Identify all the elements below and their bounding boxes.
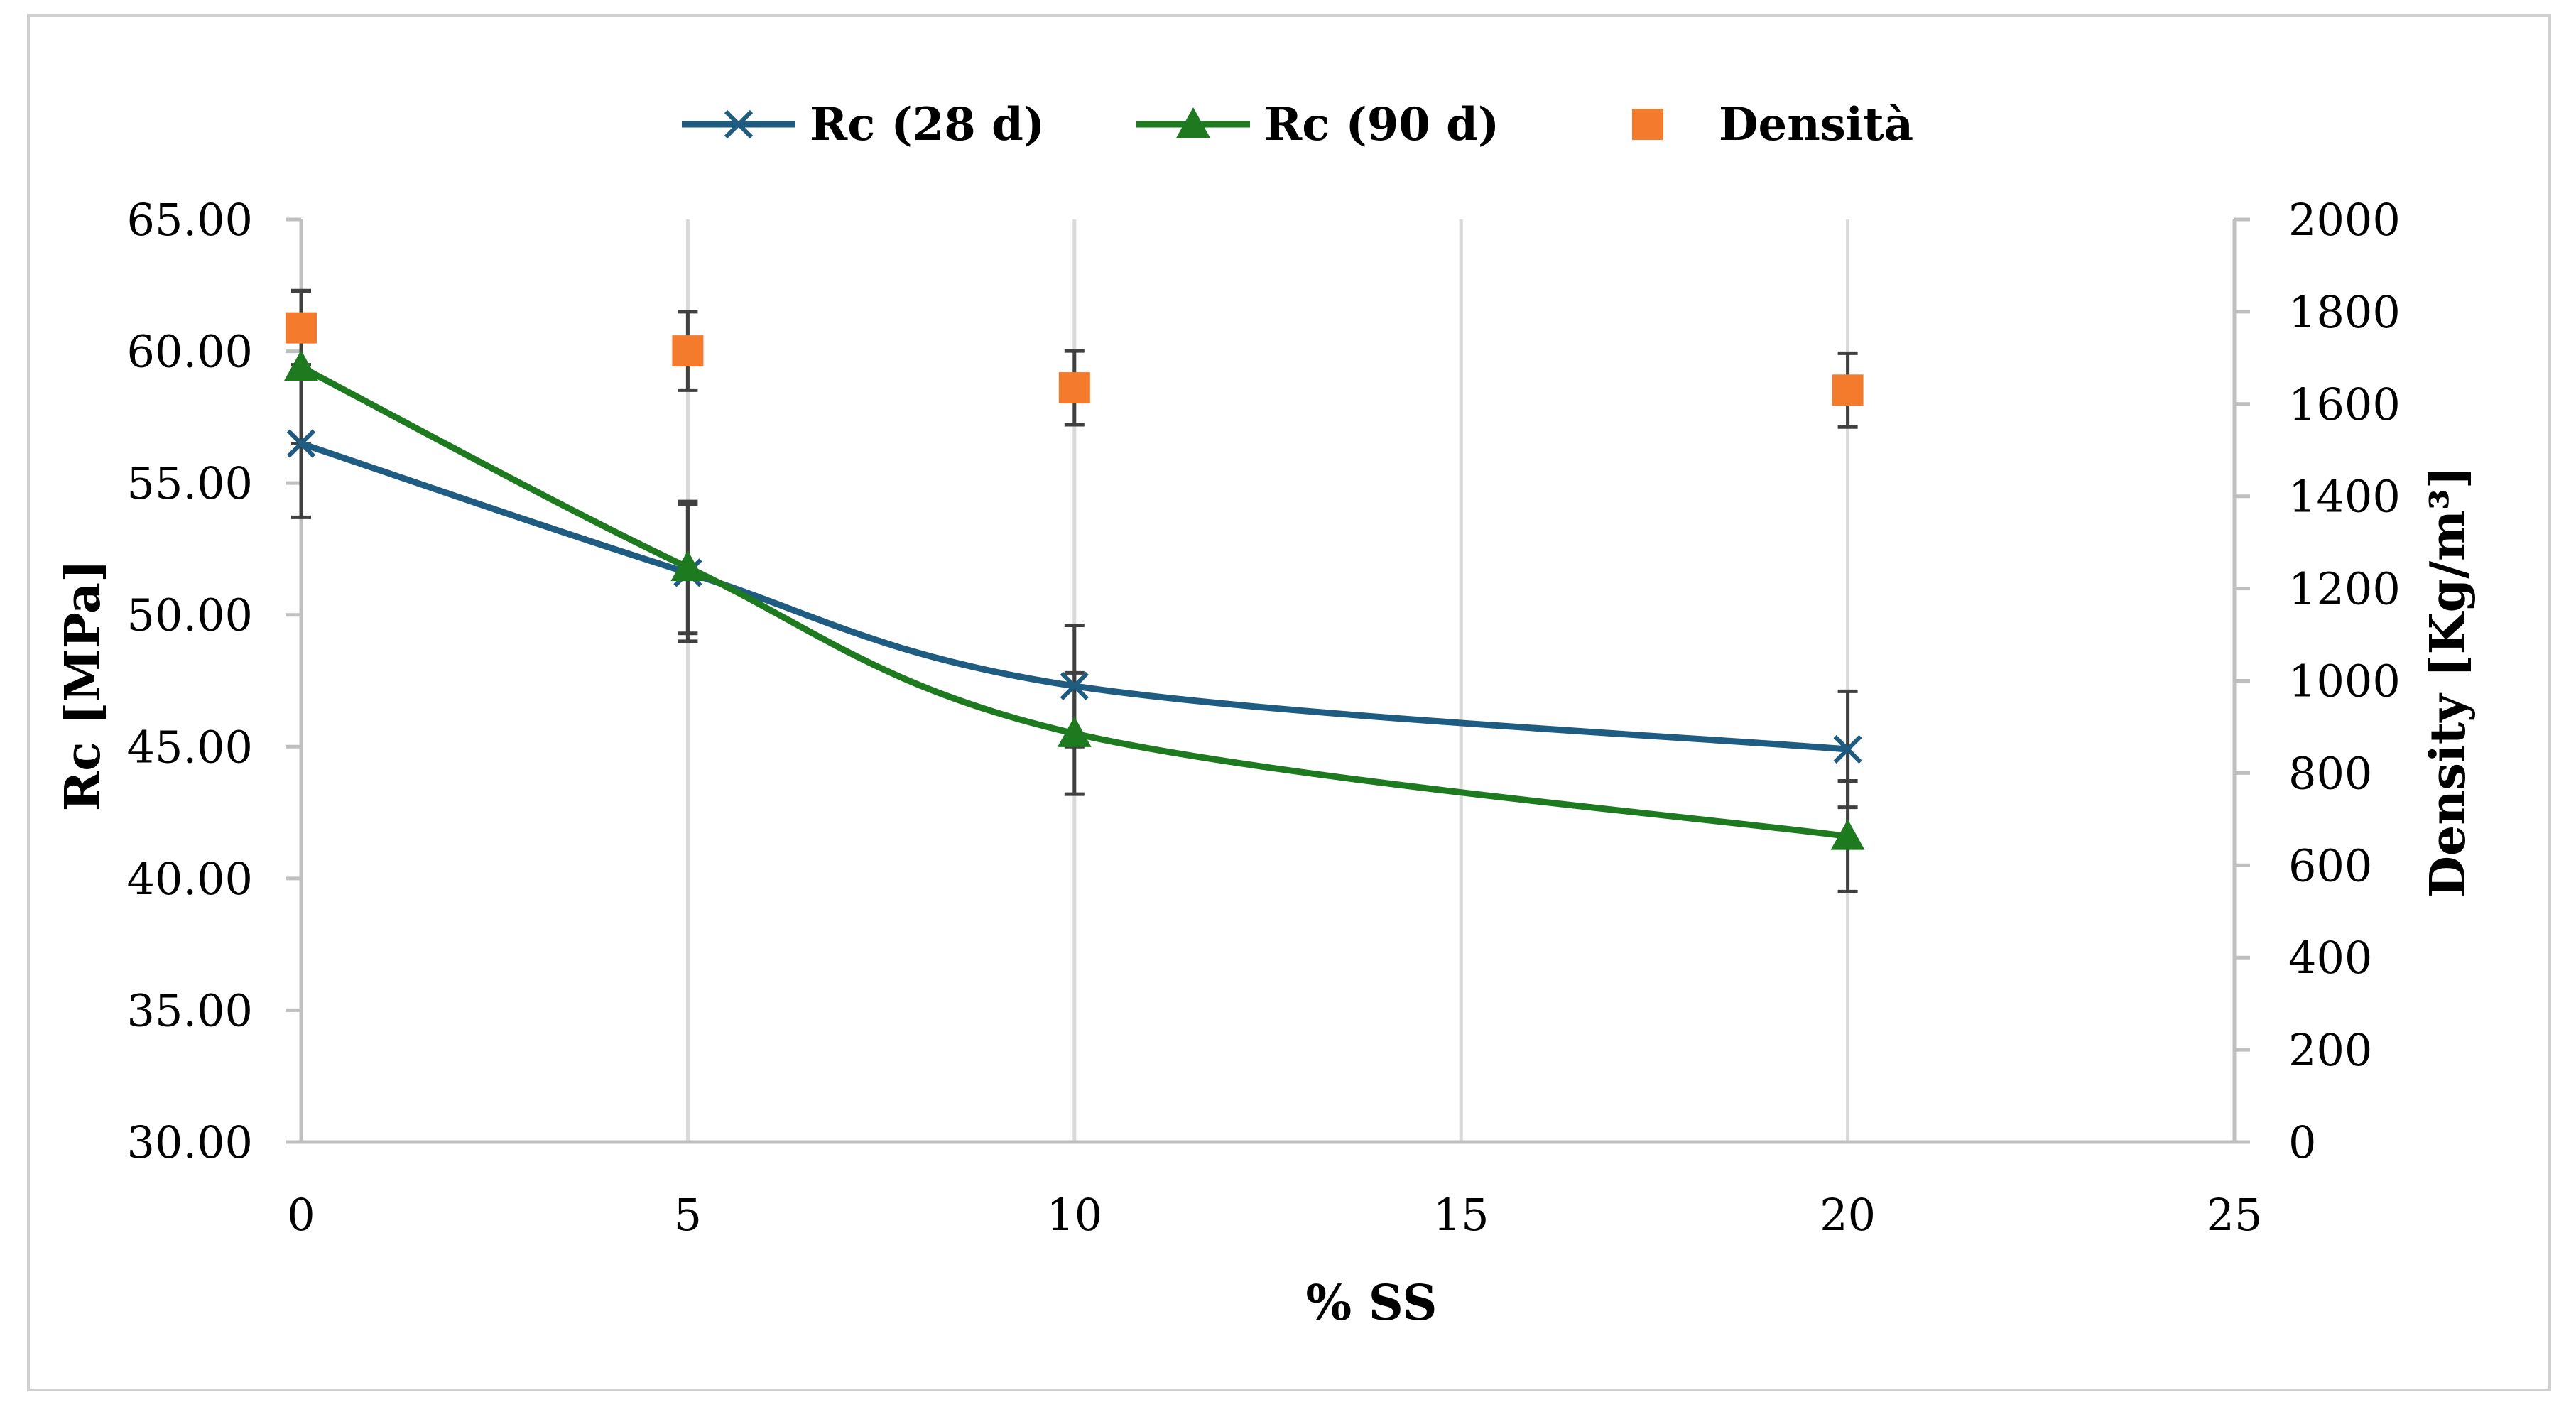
legend-label: Densità — [1719, 98, 1913, 151]
y-tick-label: 50.00 — [127, 590, 254, 641]
y-tick-label: 55.00 — [127, 457, 254, 509]
series-line-1 — [300, 440, 1848, 753]
y-tick-label: 45.00 — [127, 721, 254, 773]
y2-tick-label: 1000 — [2288, 656, 2401, 707]
y2-tick-label: 1600 — [2288, 379, 2401, 430]
chart-frame — [27, 14, 2551, 1391]
tick-labels: 30.00 35.00 40.00 45.00 50.00 55.00 60.00 65.00… — [127, 194, 2401, 1241]
legend-item-2: Rc (90 d) — [1136, 98, 1499, 151]
legend: Rc (28 d) Rc (90 d) Densità — [682, 98, 1913, 151]
legend-marker — [1176, 107, 1210, 138]
data-series — [284, 288, 1865, 893]
series-line-2 — [299, 364, 1849, 840]
y-tick-label: 35.00 — [127, 984, 254, 1036]
data-point-series-3 — [1832, 374, 1864, 406]
legend-label: Rc (28 d) — [810, 98, 1045, 151]
data-point-series-2 — [284, 349, 318, 381]
data-point-series-1 — [286, 429, 316, 458]
y-axis-label: Rc [MPa] — [55, 560, 112, 812]
data-point-series-1-stroke — [286, 429, 316, 458]
x-tick-label: 5 — [674, 1189, 702, 1241]
data-point-series-3 — [286, 312, 317, 344]
y-tick-label: 60.00 — [127, 326, 254, 378]
x-tick-label: 20 — [1820, 1189, 1876, 1241]
legend-marker — [1632, 109, 1663, 140]
x-axis-label: % SS — [1305, 1275, 1437, 1332]
data-point-series-3 — [672, 335, 704, 367]
y2-tick-label: 400 — [2288, 932, 2372, 984]
legend-item-1: Rc (28 d) — [682, 98, 1045, 151]
data-point-series-2 — [1830, 819, 1865, 850]
y2-tick-label: 800 — [2288, 747, 2372, 799]
x-tick-label: 15 — [1433, 1189, 1489, 1241]
x-tick-label: 0 — [287, 1189, 315, 1241]
x-tick-label: 25 — [2207, 1189, 2263, 1241]
data-point-series-1-stroke — [1833, 734, 1862, 764]
y2-tick-label: 2000 — [2288, 194, 2401, 246]
data-point-series-1-stroke — [1060, 671, 1089, 701]
y2-tick-label: 0 — [2288, 1117, 2316, 1168]
y2-axis-label: Density [Kg/m³] — [2420, 466, 2477, 898]
y-tick-label: 65.00 — [127, 194, 254, 246]
legend-marker — [724, 109, 754, 139]
data-point-series-1 — [1060, 671, 1089, 701]
y-tick-label: 40.00 — [127, 853, 254, 905]
data-point-series-1 — [1833, 734, 1862, 764]
y2-tick-label: 1400 — [2288, 471, 2401, 523]
data-point-series-2 — [670, 550, 705, 582]
y2-tick-label: 200 — [2288, 1024, 2372, 1076]
y2-tick-label: 1800 — [2288, 286, 2401, 338]
data-point-series-2 — [1057, 716, 1092, 747]
data-point-series-3 — [1058, 372, 1090, 404]
legend-label: Rc (90 d) — [1264, 98, 1499, 151]
legend-item-3: Densità — [1632, 98, 1913, 151]
y-tick-label: 30.00 — [127, 1117, 254, 1168]
legend-marker-stroke — [724, 109, 754, 139]
y2-tick-label: 1200 — [2288, 563, 2401, 615]
x-tick-label: 10 — [1046, 1189, 1102, 1241]
y2-tick-label: 600 — [2288, 840, 2372, 891]
